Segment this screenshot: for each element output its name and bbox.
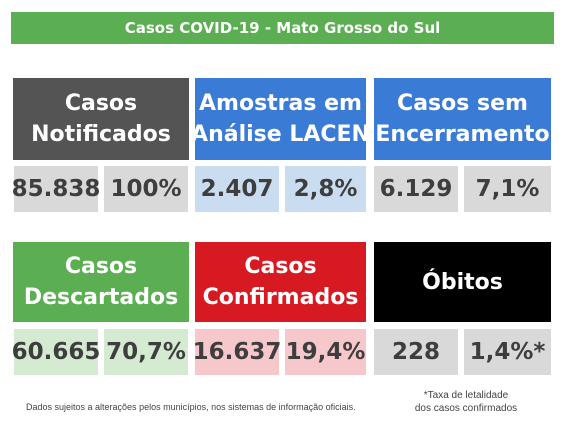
- amostras-lacen-label-line2: Análise LACEN: [191, 122, 370, 147]
- amostras-lacen-label-line1: Amostras em: [199, 91, 362, 116]
- casos-descartados-value: 60.665: [12, 329, 100, 375]
- casos-descartados-header: Casos Descartados: [13, 242, 189, 322]
- data-disclaimer: Dados sujeitos a alterações pelos municí…: [26, 402, 356, 412]
- casos-confirmados-header: Casos Confirmados: [195, 242, 366, 322]
- letalidade-footnote-line2: dos casos confirmados: [414, 403, 518, 414]
- obitos-value: 228: [374, 329, 458, 375]
- amostras-lacen-percent: 2,8%: [285, 166, 366, 212]
- casos-sem-encerramento-label-line1: Casos sem: [397, 91, 528, 116]
- casos-confirmados-label-line2: Confirmados: [202, 285, 359, 310]
- casos-notificados-label-line1: Casos: [64, 91, 138, 116]
- page-title-banner: Casos COVID-19 - Mato Grosso do Sul: [11, 12, 554, 44]
- letalidade-footnote: *Taxa de letalidade dos casos confirmado…: [392, 389, 540, 415]
- casos-notificados-header: Casos Notificados: [13, 78, 189, 160]
- obitos-header: Óbitos: [374, 242, 551, 322]
- casos-confirmados-value: 16.637: [193, 329, 281, 375]
- page-title: Casos COVID-19 - Mato Grosso do Sul: [124, 19, 441, 37]
- amostras-lacen-value: 2.407: [195, 166, 279, 212]
- casos-sem-encerramento-percent: 7,1%: [464, 166, 551, 212]
- casos-confirmados-label-line1: Casos: [244, 254, 317, 279]
- casos-sem-encerramento-header: Casos sem Encerramento: [374, 78, 551, 160]
- obitos-percent: 1,4%*: [464, 329, 551, 375]
- letalidade-footnote-line1: *Taxa de letalidade: [423, 390, 509, 401]
- casos-notificados-percent: 100%: [104, 166, 188, 212]
- casos-confirmados-percent: 19,4%: [285, 329, 366, 375]
- casos-sem-encerramento-label-line2: Encerramento: [375, 122, 550, 147]
- amostras-lacen-header: Amostras em Análise LACEN: [191, 78, 370, 160]
- casos-descartados-label-line2: Descartados: [23, 285, 179, 310]
- casos-notificados-value: 85.838: [12, 166, 100, 212]
- obitos-label: Óbitos: [422, 269, 503, 295]
- casos-notificados-label-line2: Notificados: [31, 122, 171, 147]
- casos-descartados-label-line1: Casos: [64, 254, 138, 279]
- casos-sem-encerramento-value: 6.129: [374, 166, 458, 212]
- casos-descartados-percent: 70,7%: [104, 329, 188, 375]
